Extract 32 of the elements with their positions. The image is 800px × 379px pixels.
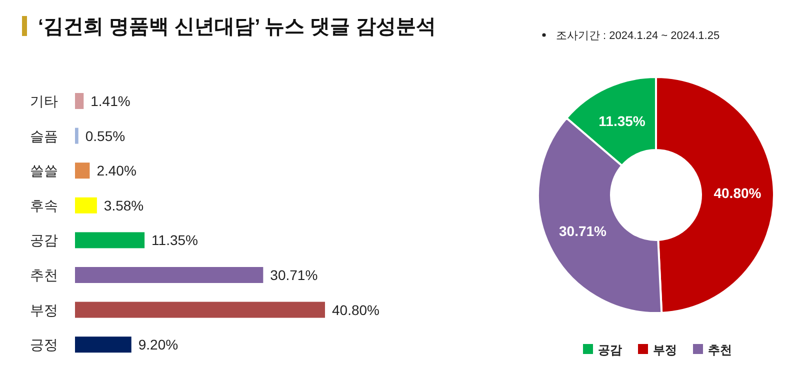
bar (75, 128, 78, 144)
bar (75, 267, 264, 283)
y-tick-label: 쓸쓸 (30, 162, 58, 179)
data-label: 2.40% (96, 162, 136, 179)
y-tick-label: 슬픔 (30, 128, 58, 144)
data-label: 1.41% (90, 93, 130, 109)
bar (75, 302, 325, 318)
y-tick-label: 추천 (30, 267, 58, 283)
text: 조사기간 : 2024.1.24 ~ 2024.1.25 (556, 30, 720, 42)
legend-label: 부정 (653, 343, 677, 357)
bar (75, 336, 132, 353)
y-tick-label: 긍정 (30, 336, 58, 353)
data-label: 40.80% (714, 185, 762, 202)
bar (75, 232, 145, 248)
data-label: 11.35% (598, 112, 646, 129)
bar (75, 197, 97, 214)
data-label: 3.58% (104, 197, 144, 214)
data-label: 11.35% (152, 232, 198, 248)
chart-title: ‘김건희 명품백 신년대담’ 뉴스 댓글 감성분석 (38, 16, 436, 38)
data-label: 30.71% (270, 267, 318, 283)
y-tick-label: 후속 (30, 197, 58, 214)
legend-label: 추천 (708, 343, 732, 357)
data-label: 0.55% (85, 128, 126, 144)
data-label: 40.80% (332, 302, 380, 318)
y-tick-label: 기타 (30, 93, 58, 109)
y-tick-label: 부정 (30, 302, 58, 318)
bar (75, 93, 84, 109)
bar (75, 162, 90, 179)
legend-label: 공감 (598, 343, 622, 357)
data-label: 30.71% (559, 222, 608, 239)
y-tick-label: 공감 (30, 232, 58, 248)
data-label: 9.20% (138, 336, 178, 353)
